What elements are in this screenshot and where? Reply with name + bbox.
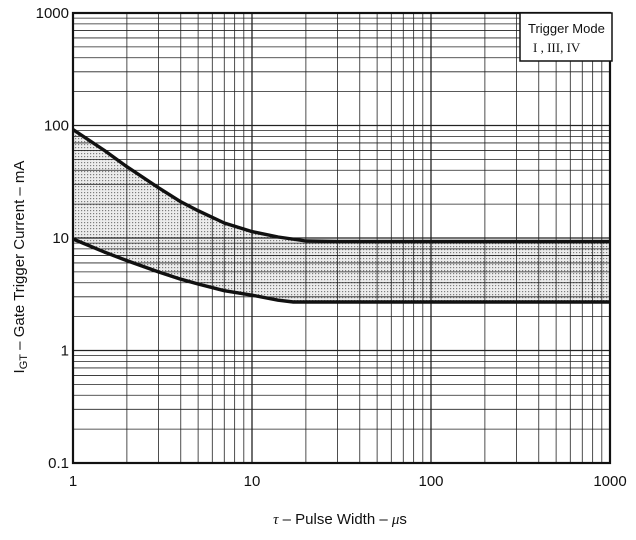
plot-frame <box>71 11 612 465</box>
plot-frame-rect <box>71 11 612 465</box>
shaded-band <box>73 129 610 302</box>
series-lines <box>72 128 610 304</box>
upper-limit-curve <box>72 128 610 244</box>
y-tick-label: 0.1 <box>48 455 69 472</box>
y-tick-label: 10 <box>52 230 69 247</box>
y-axis-label: IGT – Gate Trigger Current – mA <box>11 161 30 374</box>
x-tick-label: 100 <box>418 473 443 490</box>
grid <box>72 13 610 464</box>
shaded-band-texture <box>73 129 610 302</box>
lower-limit-curve <box>72 237 610 304</box>
x-tick-label: 10 <box>244 473 261 490</box>
y-tick-label: 1000 <box>36 5 69 22</box>
legend-title: Trigger Mode <box>528 21 605 36</box>
y-tick-label: 1 <box>61 343 69 360</box>
legend-box: Trigger Mode I , III, IV <box>519 12 613 62</box>
x-tick-label: 1 <box>69 473 77 490</box>
x-tick-label: 1000 <box>593 473 626 490</box>
y-axis-label-text: IGT – Gate Trigger Current – mA <box>11 161 30 374</box>
legend-box-frame <box>519 12 613 62</box>
x-axis-label: τ – Pulse Width – μs <box>273 511 407 528</box>
legend-subtitle: I , III, IV <box>533 40 581 55</box>
y-tick-label: 100 <box>44 118 69 135</box>
